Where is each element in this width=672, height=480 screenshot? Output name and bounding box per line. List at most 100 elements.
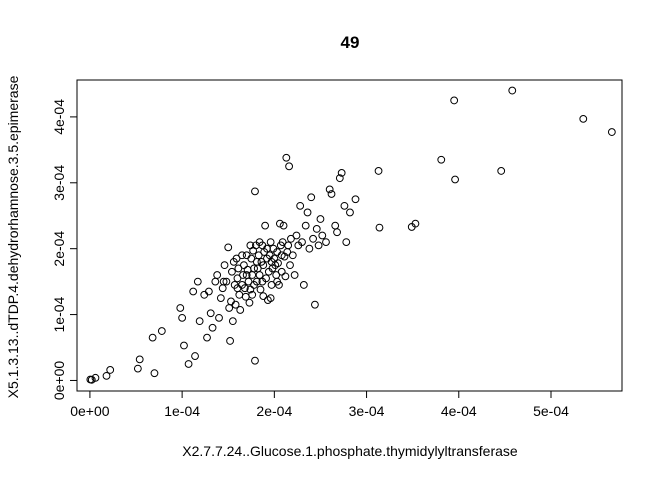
- data-point: [266, 238, 275, 246]
- data-point: [195, 317, 204, 326]
- data-point: [314, 241, 323, 250]
- data-point: [451, 175, 459, 184]
- data-point: [222, 277, 231, 286]
- data-point: [252, 257, 261, 266]
- data-point: [309, 234, 317, 243]
- y-tick-label: 4e-04: [51, 99, 67, 135]
- data-point: [216, 294, 225, 302]
- chart-title: 49: [341, 33, 360, 52]
- data-point: [228, 317, 237, 326]
- data-point: [211, 277, 220, 286]
- data-point: [240, 284, 249, 293]
- data-point: [208, 323, 217, 332]
- y-axis-label: X5.1.3.13..dTDP.4.dehydrorhamnose.3.5.ep…: [5, 75, 21, 398]
- data-point: [242, 271, 251, 279]
- data-point: [236, 306, 245, 314]
- data-point: [374, 167, 383, 175]
- data-points: [86, 86, 616, 384]
- data-point: [219, 277, 228, 286]
- data-point: [275, 219, 284, 228]
- data-point: [305, 244, 314, 253]
- data-point: [239, 271, 247, 279]
- data-point: [133, 364, 142, 373]
- data-point: [301, 221, 310, 230]
- data-point: [259, 292, 268, 301]
- data-point: [298, 238, 306, 246]
- x-tick-label: 1e-04: [164, 403, 200, 419]
- data-point: [508, 86, 517, 95]
- data-point: [246, 241, 255, 250]
- data-point: [255, 271, 264, 279]
- data-point: [342, 238, 351, 246]
- data-point: [252, 277, 261, 286]
- data-point: [287, 234, 295, 243]
- data-point: [189, 287, 198, 296]
- plot-box: [76, 79, 623, 392]
- data-point: [411, 219, 420, 228]
- data-point: [255, 238, 264, 246]
- data-point: [245, 298, 254, 307]
- data-point: [303, 208, 312, 217]
- data-point: [91, 373, 100, 382]
- data-point: [318, 231, 327, 240]
- data-point: [259, 261, 268, 270]
- data-point: [284, 241, 293, 250]
- data-point: [450, 96, 459, 105]
- data-point: [281, 272, 290, 281]
- data-point: [497, 167, 506, 175]
- data-point: [579, 114, 588, 123]
- data-point: [335, 174, 344, 183]
- data-point: [331, 221, 340, 230]
- data-point: [267, 281, 276, 289]
- data-point: [322, 238, 330, 246]
- data-point: [203, 333, 211, 342]
- data-point: [325, 185, 334, 194]
- data-point: [299, 281, 308, 289]
- data-point: [261, 221, 270, 230]
- data-point: [180, 341, 188, 350]
- data-point: [250, 264, 258, 273]
- data-point: [282, 153, 291, 162]
- data-point: [200, 290, 209, 299]
- data-point: [251, 356, 259, 365]
- data-point: [220, 261, 229, 270]
- data-point: [277, 251, 286, 260]
- data-point: [204, 287, 213, 296]
- data-point: [292, 231, 301, 240]
- data-point: [607, 128, 616, 136]
- y-tick-label: 1e-04: [51, 296, 67, 332]
- data-point: [213, 271, 222, 279]
- data-point: [233, 284, 242, 293]
- x-tick-label: 3e-04: [349, 403, 385, 419]
- data-point: [327, 190, 336, 198]
- y-tick-label: 3e-04: [51, 165, 67, 201]
- data-point: [235, 290, 244, 299]
- x-axis: 0e+00 1e-04 2e-04 3e-04 4e-04 5e-04: [70, 390, 569, 419]
- data-point: [228, 267, 236, 276]
- data-point: [290, 271, 299, 279]
- data-point: [215, 313, 223, 322]
- data-point: [278, 238, 287, 246]
- data-point: [263, 244, 271, 253]
- data-point: [307, 193, 316, 202]
- data-point: [193, 277, 202, 286]
- data-point: [267, 257, 276, 266]
- data-point: [296, 201, 305, 210]
- data-point: [226, 337, 234, 345]
- data-point: [248, 290, 257, 299]
- data-point: [346, 208, 354, 217]
- data-point: [178, 313, 187, 322]
- data-point: [266, 294, 275, 302]
- x-tick-label: 2e-04: [256, 403, 292, 419]
- data-point: [311, 300, 319, 309]
- data-point: [279, 221, 288, 230]
- data-point: [150, 369, 159, 378]
- data-point: [340, 201, 349, 210]
- data-point: [312, 225, 321, 233]
- data-point: [106, 366, 115, 374]
- data-point: [184, 360, 193, 368]
- data-point: [288, 251, 297, 260]
- data-point: [437, 155, 446, 164]
- y-axis: 0e+00 1e-04 2e-04 3e-04 4e-04: [51, 99, 78, 400]
